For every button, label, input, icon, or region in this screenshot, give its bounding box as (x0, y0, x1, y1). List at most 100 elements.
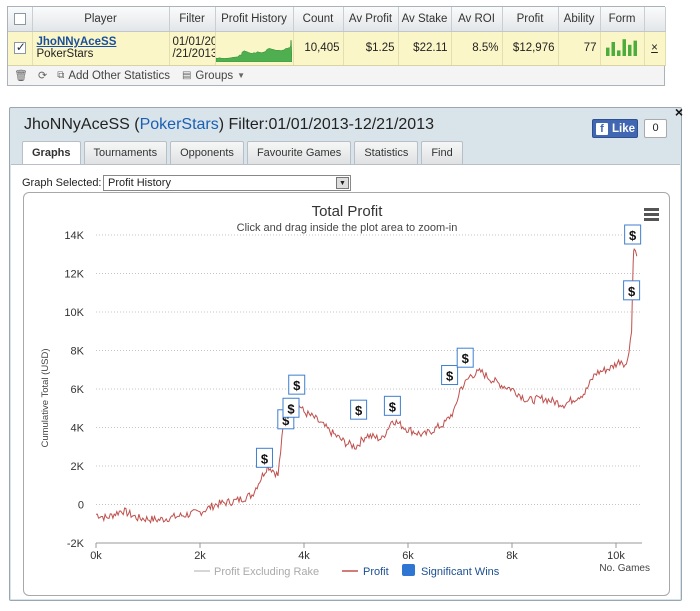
svg-text:$: $ (282, 413, 290, 428)
form-bar (622, 38, 626, 56)
significant-win-marker[interactable]: $ (441, 365, 459, 386)
column-header-filter[interactable]: Filter (169, 7, 216, 32)
refresh-icon[interactable]: ⟳ (37, 70, 48, 82)
table-header-row: Player Filter Profit History Count Av Pr… (8, 7, 666, 32)
checkbox-checked-icon[interactable] (13, 40, 26, 54)
significant-win-marker[interactable]: $ (255, 447, 273, 468)
filter-line-1: 01/01/20 (172, 36, 215, 48)
y-tick-label: 2K (71, 461, 85, 473)
column-header-form[interactable]: Form (600, 7, 645, 32)
remove-row-button[interactable]: × (644, 31, 666, 66)
graph-select[interactable]: Profit History ▼ (103, 175, 351, 191)
y-tick-label: 12K (64, 269, 84, 281)
column-header-player[interactable]: Player (32, 7, 170, 32)
form-bar (611, 41, 615, 56)
filter-cell: 01/01/20 /21/2013 (169, 31, 216, 66)
significant-win-marker[interactable]: $ (350, 399, 368, 420)
column-header-profit[interactable]: Profit (502, 7, 559, 32)
tab-tournaments[interactable]: Tournaments (83, 141, 168, 164)
svg-text:$: $ (462, 351, 470, 366)
tab-opponents[interactable]: Opponents (170, 141, 244, 164)
player-name-link[interactable]: JhoNNyAceSS (36, 36, 117, 48)
groups-dropdown[interactable]: ▤ Groups ▼ (182, 70, 245, 82)
av-stake-cell: $22.11 (398, 31, 452, 66)
x-tick-label: 8k (506, 550, 518, 562)
table-row[interactable]: JhoNNyAceSS PokerStars 01/01/20 /21/2013… (8, 31, 666, 66)
significant-win-marker[interactable]: $ (623, 280, 641, 301)
tab-favourite-games[interactable]: Favourite Games (246, 141, 352, 164)
facebook-like-label: Like (612, 122, 636, 135)
sparkline-area (215, 38, 292, 62)
player-site: PokerStars (36, 48, 94, 60)
add-other-statistics-button[interactable]: ⧉ Add Other Statistics (57, 70, 170, 82)
x-tick-label: 10k (607, 550, 625, 562)
facebook-like-count: 0 (644, 119, 667, 138)
form-bar (628, 44, 632, 56)
significant-win-marker[interactable]: $ (288, 374, 306, 395)
table-toolbar: 🗑 ⟳ ⧉ Add Other Statistics ▤ Groups ▼ (8, 65, 664, 86)
total-profit-chart[interactable]: -2K 0 2K 4K 6K 8K 10K 12K 14K 0k 2k 4k 6k 8k 10k Total… (23, 192, 670, 596)
filter-line-2: /21/2013 (172, 48, 215, 60)
trash-icon[interactable]: 🗑 (14, 70, 28, 82)
player-statistics-panel: Player Filter Profit History Count Av Pr… (7, 6, 666, 86)
chart-subtitle: Click and drag inside the plot area to z… (237, 222, 458, 234)
facebook-like-button[interactable]: f Like (592, 119, 638, 138)
profit-cell: $12,976 (502, 31, 559, 66)
y-tick-label: 8K (71, 346, 85, 358)
av-profit-cell: $1.25 (343, 31, 399, 66)
title-player-name: JhoNNyAceSS ( (24, 116, 140, 133)
legend-item-profit-excluding-rake[interactable]: Profit Excluding Rake (214, 566, 319, 578)
player-cell[interactable]: JhoNNyAceSS PokerStars (32, 31, 170, 66)
chart-svg[interactable]: -2K 0 2K 4K 6K 8K 10K 12K 14K 0k 2k 4k 6k 8k 10k Total… (24, 193, 670, 596)
graph-selected-label: Graph Selected: (22, 177, 102, 189)
column-header-av-stake[interactable]: Av Stake (398, 7, 452, 32)
tab-graphs[interactable]: Graphs (22, 141, 81, 164)
form-bar (633, 40, 637, 56)
y-tick-label: 14K (64, 230, 84, 242)
graphs-panel: Graph Selected: Profit History ▼ -2K 0 2K 4… (11, 164, 680, 599)
tab-find[interactable]: Find (421, 141, 463, 164)
chart-grid (96, 234, 642, 544)
series-line-profit (95, 248, 638, 525)
title-site-link[interactable]: PokerStars (139, 116, 219, 133)
legend-item-profit[interactable]: Profit (363, 566, 389, 578)
significant-win-marker[interactable]: $ (282, 397, 300, 418)
legend-item-significant-wins[interactable]: Significant Wins (421, 566, 500, 578)
svg-text:$: $ (261, 451, 269, 466)
significant-win-marker[interactable]: $ (456, 347, 474, 368)
significant-win-marker[interactable]: $ (383, 395, 401, 416)
close-icon[interactable]: × (674, 104, 683, 120)
chevron-down-icon: ▼ (237, 71, 246, 80)
x-tick-label: 6k (402, 550, 414, 562)
chevron-down-icon[interactable]: ▼ (336, 177, 349, 189)
form-bar (606, 47, 610, 56)
title-filter: ) Filter:01/01/2013-12/21/2013 (218, 116, 434, 133)
select-all-checkbox[interactable] (8, 7, 33, 32)
svg-text:$: $ (287, 401, 295, 416)
chart-title: Total Profit (312, 203, 384, 220)
y-axis-label: Cumulative Total (USD) (40, 348, 51, 447)
svg-text:$: $ (355, 403, 363, 418)
y-tick-label: 0 (78, 500, 84, 512)
checkbox-icon[interactable] (13, 12, 26, 25)
column-header-ability[interactable]: Ability (558, 7, 601, 32)
column-header-count[interactable]: Count (293, 7, 344, 32)
column-header-av-roi[interactable]: Av ROI (451, 7, 503, 32)
legend-significant-wins-swatch (402, 564, 415, 576)
column-header-av-profit[interactable]: Av Profit (343, 7, 399, 32)
add-other-statistics-label: Add Other Statistics (68, 69, 170, 82)
x-tick-label: 0k (90, 550, 102, 562)
x-tick-label: 2k (194, 550, 206, 562)
row-checkbox[interactable] (8, 31, 33, 66)
player-tabs: Graphs Tournaments Opponents Favourite G… (22, 141, 466, 164)
svg-text:$: $ (389, 399, 397, 414)
column-header-profit-history[interactable]: Profit History (215, 7, 294, 32)
facebook-icon: f (596, 122, 608, 135)
player-details-window: × JhoNNyAceSS (PokerStars) Filter:01/01/… (9, 104, 683, 601)
profit-history-sparkline-cell (215, 31, 294, 66)
column-header-blank (644, 7, 666, 32)
tab-statistics[interactable]: Statistics (354, 141, 419, 164)
svg-text:$: $ (628, 284, 636, 299)
significant-win-marker[interactable]: $ (624, 224, 642, 245)
chart-menu-icon[interactable] (643, 207, 661, 222)
